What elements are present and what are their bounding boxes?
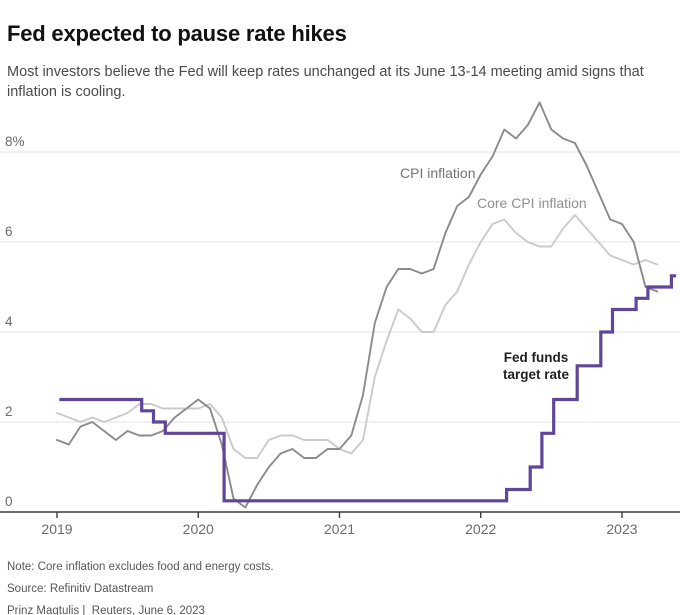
x-axis-tick-label: 2023 [606, 521, 637, 537]
chart-byline: Prinz Magtulis | Reuters, June 6, 2023 [7, 605, 205, 615]
core-label: Core CPI inflation [477, 195, 587, 211]
fed-label: Fed funds [504, 350, 569, 365]
cpi-line [56, 101, 659, 509]
y-axis-tick-label: 8% [5, 134, 25, 149]
cpi-label: CPI inflation [400, 165, 475, 181]
y-axis-tick-label: 6 [5, 224, 13, 239]
chart-source: Source: Refinitiv Datastream [7, 583, 154, 595]
chart-svg: 0 2 4 6 8% 2019 2020 2021 2022 2023 CPI inflationC… [0, 101, 680, 537]
fed-funds-line [59, 274, 677, 503]
chart-area: 0 2 4 6 8% 2019 2020 2021 2022 2023 CPI inflation C… [0, 100, 680, 550]
page-title: Fed expected to pause rate hikes [7, 20, 347, 46]
y-axis-tick-label: 2 [5, 404, 13, 419]
x-axis-tick-label: 2021 [324, 521, 355, 537]
core-cpi-line [56, 214, 659, 459]
chart-note: Note: Core inflation excludes food and e… [7, 561, 274, 573]
chart-footer: Note: Core inflation excludes food and e… [7, 556, 667, 615]
x-axis-tick-label: 2019 [41, 521, 72, 537]
chart-subtitle: Most investors believe the Fed will keep… [7, 63, 644, 100]
fed-label: target rate [503, 367, 570, 382]
x-axis-tick-label: 2022 [465, 521, 496, 537]
x-axis-tick-label: 2020 [183, 521, 214, 537]
y-axis-tick-label: 4 [5, 314, 13, 329]
y-axis-tick-label: 0 [5, 494, 13, 509]
